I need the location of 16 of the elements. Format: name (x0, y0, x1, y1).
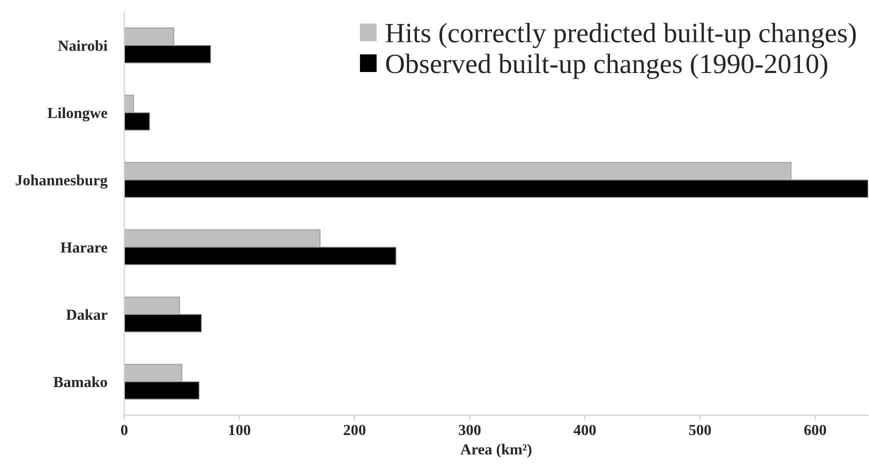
legend-label: Hits (correctly predicted built-up changes) (386, 22, 856, 48)
x-tick-label: 0 (121, 424, 128, 436)
x-tick-label: 500 (689, 424, 711, 436)
y-tick-label: Johannesburg (16, 174, 108, 189)
y-tick-label: Bamako (54, 376, 108, 388)
y-tick-label: Harare (60, 242, 108, 253)
y-tick-label: Lilongwe (48, 107, 108, 122)
x-tick-label: 300 (458, 424, 481, 436)
y-tick-label: Nairobi (58, 40, 108, 51)
x-tick-label: 400 (574, 424, 596, 436)
x-tick-label: 600 (804, 424, 826, 436)
legend-label: Observed built-up changes (1990-2010) (386, 54, 828, 80)
y-tick-label: Dakar (66, 309, 108, 320)
x-axis-title: Area (km²) (460, 444, 532, 458)
x-tick-label: 100 (229, 424, 250, 436)
x-tick-label: 200 (344, 424, 366, 436)
